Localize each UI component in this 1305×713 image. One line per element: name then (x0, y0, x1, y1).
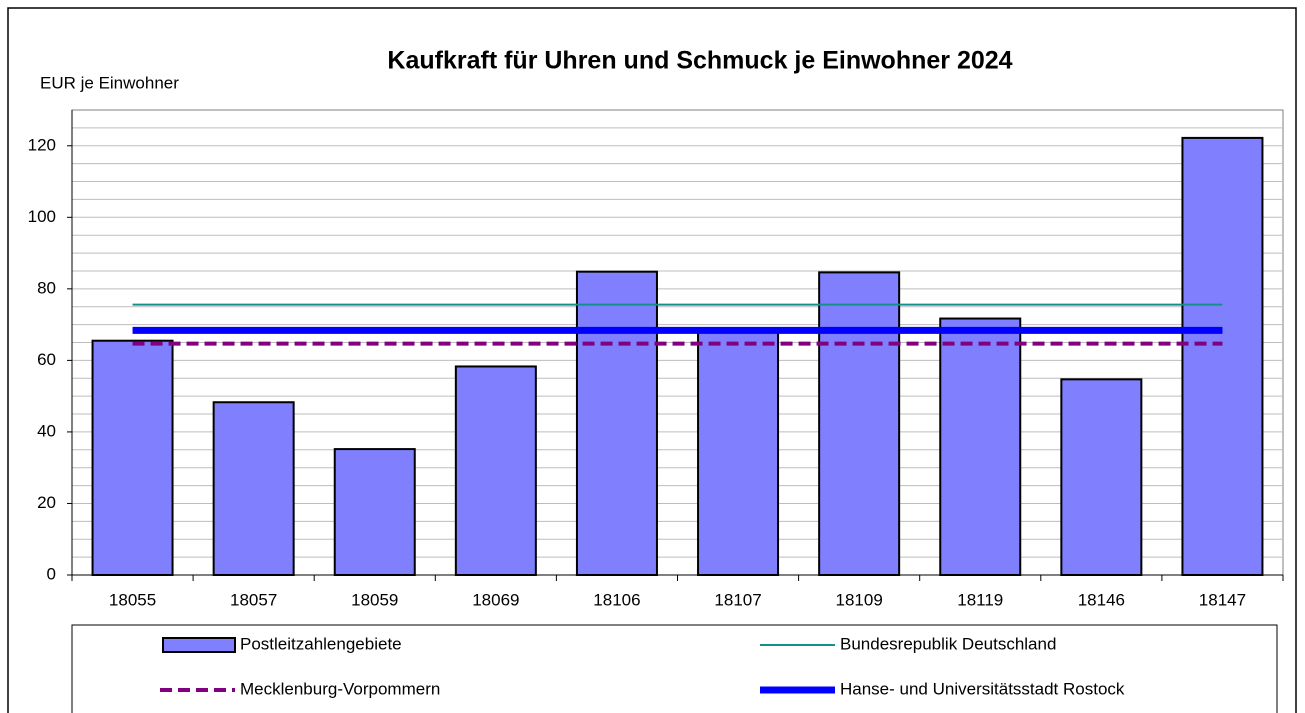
bar (91, 339, 174, 577)
y-tick-label: 120 (28, 135, 56, 154)
bar (1181, 136, 1264, 576)
bar (575, 270, 658, 576)
x-tick-label: 18059 (351, 590, 398, 609)
y-tick-label: 80 (37, 278, 56, 297)
y-tick-label: 100 (28, 207, 56, 226)
y-tick-label: 20 (37, 493, 56, 512)
bar (697, 330, 780, 576)
x-tick-label: 18055 (109, 590, 156, 609)
legend-box (71, 624, 1278, 713)
x-tick-label: 18119 (957, 590, 1003, 609)
bar (1060, 378, 1143, 577)
y-tick-label: 40 (37, 421, 56, 440)
y-axis-label: EUR je Einwohner (40, 73, 179, 92)
legend-swatch (162, 637, 236, 653)
x-tick-label: 18069 (472, 590, 519, 609)
bar (818, 271, 901, 576)
bar (454, 365, 537, 577)
legend-label: Bundesrepublik Deutschland (840, 634, 1056, 653)
x-tick-label: 18146 (1078, 590, 1125, 609)
legend-label: Postleitzahlengebiete (240, 634, 402, 653)
bar (333, 448, 416, 577)
bar (939, 317, 1022, 576)
legend-label: Mecklenburg-Vorpommern (240, 679, 440, 698)
x-tick-label: 18107 (714, 590, 761, 609)
bar (212, 401, 295, 576)
chart-title: Kaufkraft für Uhren und Schmuck je Einwo… (387, 47, 1012, 75)
x-tick-label: 18147 (1199, 590, 1246, 609)
x-tick-label: 18057 (230, 590, 277, 609)
y-tick-label: 0 (47, 564, 56, 583)
x-tick-label: 18106 (593, 590, 640, 609)
legend-label: Hanse- und Universitätsstadt Rostock (840, 679, 1125, 698)
y-tick-label: 60 (37, 350, 56, 369)
x-tick-label: 18109 (836, 590, 883, 609)
